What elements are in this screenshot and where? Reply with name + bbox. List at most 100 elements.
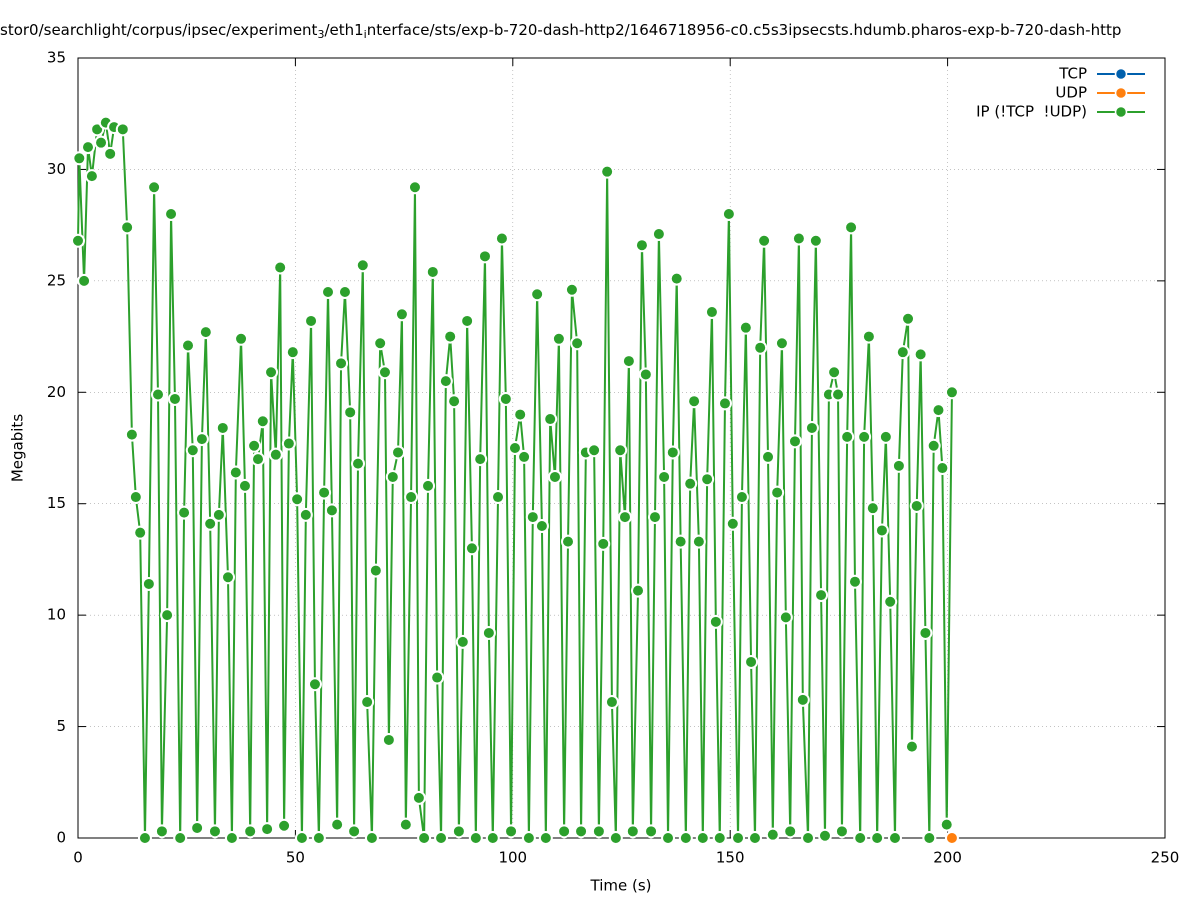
data-point bbox=[891, 458, 906, 473]
data-point bbox=[564, 282, 579, 297]
data-point bbox=[137, 831, 152, 845]
data-point bbox=[944, 385, 959, 400]
data-point bbox=[895, 345, 910, 360]
data-point bbox=[77, 273, 92, 288]
data-point bbox=[725, 516, 740, 531]
data-point bbox=[321, 285, 336, 299]
data-point bbox=[909, 498, 924, 513]
data-point bbox=[817, 828, 832, 843]
data-point bbox=[421, 478, 436, 493]
x-tick-label: 250 bbox=[1151, 849, 1180, 867]
data-point bbox=[173, 831, 188, 845]
data-point bbox=[935, 461, 950, 476]
data-point bbox=[133, 525, 148, 540]
data-point bbox=[355, 258, 370, 273]
data-point bbox=[669, 271, 684, 286]
data-point bbox=[290, 492, 305, 507]
y-tick-label: 15 bbox=[47, 494, 66, 512]
data-point bbox=[774, 336, 789, 351]
title-subscript: 3 bbox=[317, 28, 324, 41]
data-point bbox=[94, 135, 109, 150]
data-point bbox=[944, 831, 959, 845]
data-point bbox=[625, 824, 640, 839]
data-point bbox=[621, 354, 636, 369]
data-point bbox=[491, 490, 506, 505]
data-point bbox=[547, 469, 562, 484]
data-point bbox=[464, 541, 479, 556]
data-point bbox=[434, 831, 449, 845]
x-tick-label: 0 bbox=[73, 849, 83, 867]
data-point bbox=[215, 420, 230, 435]
data-point bbox=[411, 790, 426, 805]
data-point bbox=[115, 122, 130, 137]
data-point bbox=[237, 478, 252, 493]
chart-title: stor0/searchlight/corpus/ipsec/experimen… bbox=[0, 21, 1121, 42]
data-point bbox=[377, 365, 392, 380]
y-tick-label: 25 bbox=[47, 271, 66, 289]
data-point bbox=[260, 822, 275, 837]
data-point bbox=[81, 140, 96, 155]
data-point bbox=[167, 391, 182, 406]
data-point bbox=[207, 824, 222, 839]
data-point bbox=[141, 576, 156, 591]
data-point bbox=[298, 507, 313, 522]
data-point bbox=[160, 608, 175, 623]
title-part: /eth1 bbox=[324, 21, 363, 39]
data-point bbox=[417, 831, 432, 845]
x-tick-label: 200 bbox=[933, 849, 962, 867]
data-point bbox=[596, 536, 611, 551]
data-point bbox=[425, 264, 440, 279]
data-point bbox=[455, 634, 470, 649]
data-point bbox=[330, 817, 345, 832]
data-point bbox=[84, 169, 99, 184]
data-point bbox=[827, 365, 842, 380]
title-part: nterface/sts/exp-b-720-dash-http2/164671… bbox=[367, 21, 1122, 39]
data-point bbox=[543, 412, 558, 427]
data-point bbox=[243, 824, 258, 839]
legend-marker bbox=[1114, 67, 1128, 81]
y-tick-label: 0 bbox=[56, 829, 66, 847]
data-point bbox=[561, 534, 576, 549]
data-point bbox=[334, 356, 349, 371]
data-point bbox=[570, 336, 585, 351]
data-point bbox=[360, 695, 375, 710]
data-point bbox=[264, 365, 279, 380]
y-axis-label: Megabits bbox=[9, 414, 27, 482]
data-point bbox=[530, 287, 545, 302]
data-point bbox=[834, 824, 849, 839]
data-point bbox=[613, 443, 628, 458]
data-point bbox=[177, 505, 192, 520]
data-point bbox=[704, 305, 719, 320]
data-point bbox=[154, 824, 169, 839]
data-point bbox=[347, 824, 362, 839]
data-point bbox=[857, 429, 872, 444]
data-point bbox=[600, 164, 615, 179]
data-point bbox=[661, 831, 676, 845]
data-point bbox=[385, 469, 400, 484]
data-point bbox=[504, 824, 519, 839]
data-point bbox=[164, 207, 179, 221]
data-point bbox=[904, 739, 919, 754]
data-point bbox=[194, 432, 209, 447]
data-point bbox=[651, 227, 666, 242]
data-point bbox=[887, 831, 902, 845]
x-tick-label: 150 bbox=[716, 849, 745, 867]
data-point bbox=[317, 485, 332, 500]
data-point bbox=[281, 436, 296, 451]
data-point bbox=[853, 831, 868, 845]
data-point bbox=[717, 396, 732, 411]
data-point bbox=[926, 438, 941, 453]
data-point bbox=[557, 824, 572, 839]
data-point bbox=[765, 827, 780, 842]
x-tick-label: 100 bbox=[498, 849, 527, 867]
data-point bbox=[757, 233, 772, 248]
data-point bbox=[228, 465, 243, 480]
title-part: stor0/searchlight/corpus/ipsec/experimen… bbox=[0, 21, 318, 39]
data-point bbox=[918, 625, 933, 640]
data-point bbox=[587, 443, 602, 458]
legend-label: TCP bbox=[1058, 65, 1087, 83]
data-point bbox=[185, 443, 200, 458]
data-point bbox=[939, 817, 954, 832]
data-point bbox=[398, 817, 413, 832]
data-point bbox=[731, 831, 746, 845]
